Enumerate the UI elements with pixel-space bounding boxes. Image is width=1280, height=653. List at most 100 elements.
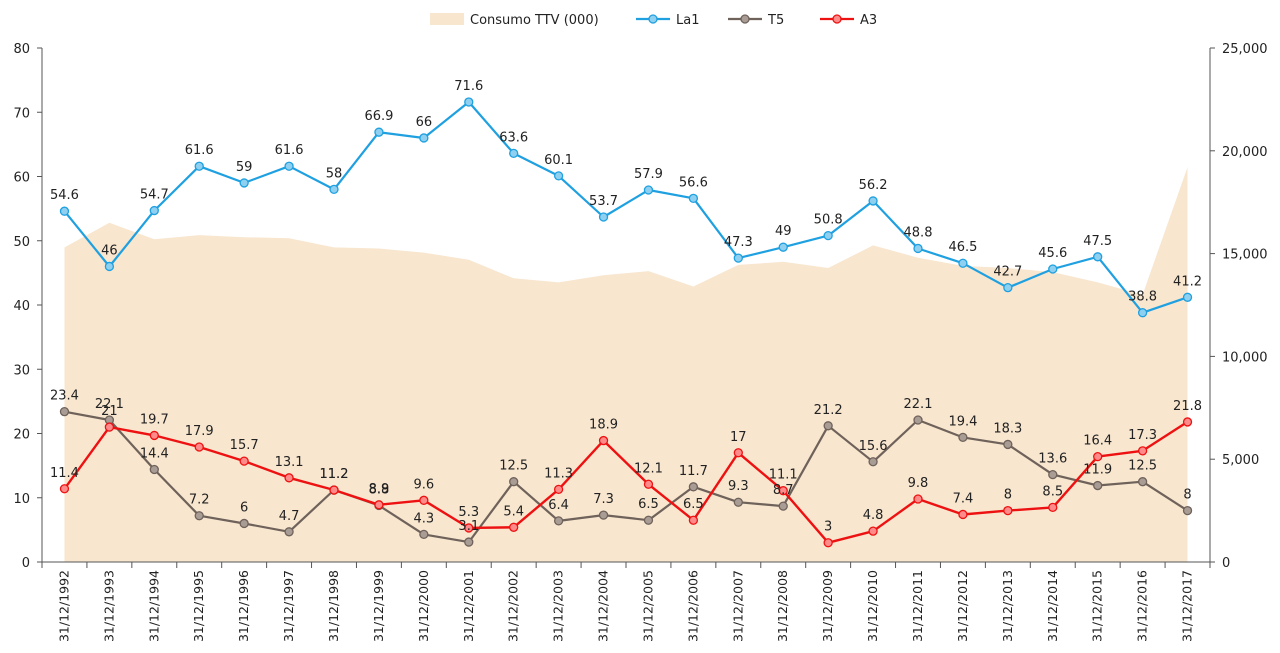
x-tick-label: 31/12/2017 (1180, 570, 1195, 642)
a3-data-label: 5.4 (503, 504, 524, 519)
y-left-tick-label: 60 (13, 171, 30, 186)
la1-data-label: 50.8 (814, 213, 843, 228)
a3-data-labels: 11.4 21 19.7 17.9 15.7 13.1 11.2 8.9 9.6 5.3 5.4 11… (50, 399, 1202, 535)
t5-point (1137, 477, 1148, 487)
a3-data-label: 11.2 (320, 467, 349, 482)
t5-data-label: 18.3 (993, 421, 1022, 436)
y-left-tick-label: 70 (13, 106, 30, 121)
la1-point (59, 206, 70, 216)
a3-data-label: 17 (730, 430, 747, 445)
t5-point (823, 421, 833, 431)
y-left-tick-label: 80 (13, 42, 30, 57)
la1-data-label: 46 (101, 243, 118, 258)
la1-data-label: 47.3 (724, 235, 753, 250)
a3-point (329, 485, 339, 495)
la1-point (688, 193, 699, 203)
la1-data-label: 71.6 (454, 79, 483, 94)
t5-point (284, 527, 294, 537)
a3-point (553, 484, 564, 495)
x-tick-label: 31/12/2016 (1135, 570, 1150, 642)
legend-marker-la1 (648, 14, 658, 24)
la1-point (733, 253, 743, 263)
x-tick-label: 31/12/2004 (596, 570, 611, 642)
x-tick-label: 31/12/1998 (326, 570, 341, 642)
t5-data-label: 6.4 (548, 498, 569, 513)
a3-data-label: 11.3 (544, 466, 573, 481)
t5-data-label: 7.2 (189, 493, 210, 508)
a3-point (509, 522, 519, 532)
la1-data-label: 56.2 (859, 178, 888, 193)
consumo-ttv-area (64, 167, 1188, 562)
a3-data-label: 21.8 (1173, 399, 1202, 414)
t5-data-label: 6 (240, 500, 248, 515)
t5-line (64, 410, 1189, 544)
la1-point (419, 133, 429, 143)
la1-point (598, 212, 609, 222)
t5-point (149, 464, 159, 475)
la1-point (284, 161, 294, 171)
a3-data-label: 8.5 (1042, 484, 1063, 499)
la1-data-labels: 54.6 46 54.7 61.6 59 61.6 58 66.9 66 71.6 63.6 60.1… (50, 79, 1202, 305)
t5-data-label: 12.5 (1128, 459, 1157, 474)
x-tick-label: 31/12/2012 (955, 570, 970, 642)
t5-point (733, 497, 743, 507)
a3-data-label: 11.4 (50, 466, 79, 481)
x-tick-label: 31/12/2003 (551, 570, 566, 642)
la1-data-label: 42.7 (993, 265, 1022, 280)
a3-data-label: 16.4 (1083, 434, 1112, 449)
la1-point (1003, 283, 1013, 293)
t5-point (509, 477, 519, 487)
t5-data-label: 4.3 (414, 511, 435, 526)
a3-data-label: 6.5 (683, 497, 704, 512)
y-right-tick-label: 5,000 (1222, 453, 1259, 468)
x-tick-label: 31/12/2002 (506, 570, 521, 642)
x-tick-label: 31/12/2011 (910, 570, 925, 642)
la1-data-label: 48.8 (904, 225, 933, 240)
t5-point (598, 510, 609, 520)
la1-line (63, 100, 1188, 314)
y-left-tick-label: 10 (13, 492, 30, 507)
y-left-tick-label: 40 (13, 299, 30, 314)
x-tick-label: 31/12/2007 (730, 570, 745, 642)
x-tick-label: 31/12/1999 (371, 570, 386, 642)
a3-data-label: 9.8 (908, 476, 929, 491)
a3-data-label: 15.7 (230, 438, 259, 453)
a3-point (149, 430, 159, 441)
la1-data-label: 63.6 (499, 130, 528, 145)
a3-data-label: 17.9 (185, 424, 214, 439)
la1-data-label: 53.7 (589, 194, 618, 209)
a3-point (464, 523, 474, 533)
la1-data-label: 61.6 (275, 143, 304, 158)
a3-data-label: 7.4 (953, 491, 974, 506)
t5-data-label: 9.3 (728, 479, 749, 494)
y-left-tick-label: 30 (13, 363, 30, 378)
data-labels-layer: 54.6 46 54.7 61.6 59 61.6 58 66.9 66 71.6 63.6 60.1… (50, 79, 1202, 535)
t5-point (553, 516, 564, 526)
t5-data-label: 8.8 (369, 482, 390, 497)
t5-data-label: 21.2 (814, 403, 843, 418)
a3-data-label: 19.7 (140, 412, 169, 427)
la1-point (1182, 292, 1193, 302)
x-tick-label: 31/12/2000 (416, 570, 431, 642)
t5-point (419, 529, 429, 540)
series-a3 (59, 417, 1193, 548)
t5-point (239, 518, 249, 529)
a3-point (1003, 505, 1013, 516)
la1-data-label: 45.6 (1038, 246, 1067, 261)
a3-point (778, 486, 788, 496)
a3-point (374, 500, 384, 510)
chart-legend: Consumo TTV (000) La1 T5 A3 (430, 13, 877, 28)
t5-data-label: 22.1 (904, 397, 933, 412)
a3-point (239, 456, 249, 466)
series-la1 (59, 97, 1193, 318)
t5-data-label: 11.9 (1083, 463, 1112, 478)
a3-data-label: 12.1 (634, 461, 663, 476)
x-tick-label: 31/12/2008 (775, 570, 790, 642)
la1-data-label: 56.6 (679, 175, 708, 190)
a3-data-label: 8 (1004, 488, 1012, 503)
t5-point (1182, 505, 1193, 516)
la1-data-label: 49 (775, 224, 792, 239)
la1-point (1093, 252, 1103, 262)
la1-data-label: 66 (416, 115, 433, 130)
